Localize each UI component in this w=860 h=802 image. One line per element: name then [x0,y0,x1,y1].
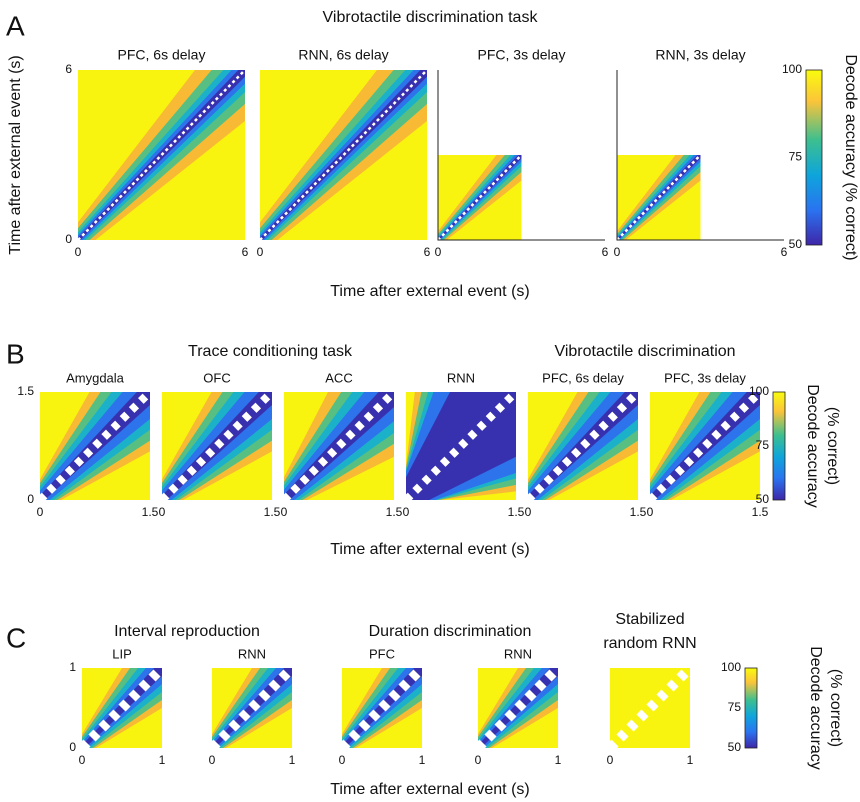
colorbar [805,69,823,246]
plot-title: RNN, 6s delay [298,47,388,63]
y-tick-label: 0 [69,740,76,754]
diagonal [403,389,519,503]
plot-title: LIP [112,646,132,661]
x-tick-label: 0 [75,245,82,259]
x-tick-label: 1.5 [386,505,403,519]
diagonal [77,69,246,241]
plot-title: PFC, 3s delay [664,370,746,385]
colorbar-label: Decode accuracy [807,646,824,770]
colorbar-tick-label: 50 [789,237,803,251]
plot-title: RNN, 3s delay [655,47,745,63]
colorbar-label: Decode accuracy (% correct) [842,54,859,260]
colorbar-label: (% correct) [827,669,844,747]
plot-title: PFC, 6s delay [118,47,206,63]
x-tick-label: 1 [555,753,562,767]
colorbar-tick-label: 50 [756,492,770,506]
axis [616,70,784,241]
plot-title: PFC, 6s delay [542,370,624,385]
panel-title: random RNN [603,635,696,652]
x-tick-label: 1.5 [264,505,281,519]
colorbar-tick-label: 75 [756,438,770,452]
x-tick-label: 6 [424,245,431,259]
diagonal [281,389,397,503]
colorbar [744,667,758,749]
panel-letter: B [6,338,25,369]
y-tick-label: 6 [65,62,72,76]
x-tick-label: 0 [339,753,346,767]
diagonal [616,154,702,241]
colorbar [772,391,786,501]
diagonal [525,389,641,503]
y-tick-label: 0 [65,232,72,246]
x-axis-label: Time after external event (s) [330,283,529,300]
diagonal [338,664,426,752]
x-tick-label: 1.5 [508,505,525,519]
diagonal [647,389,763,503]
x-tick-label: 0 [159,505,166,519]
x-tick-label: 1.5 [752,505,769,519]
x-tick-label: 1 [419,753,426,767]
x-tick-label: 0 [614,245,621,259]
colorbar-tick-label: 75 [789,150,803,164]
x-tick-label: 6 [242,245,249,259]
colorbar-tick-label: 100 [782,62,802,76]
diagonal [78,664,166,752]
diagonal [259,69,428,241]
x-tick-label: 0 [403,505,410,519]
y-axis-label: Time after external event (s) [7,55,24,254]
diagonal [37,389,153,503]
panel-letter: C [6,622,26,653]
x-tick-label: 0 [257,245,264,259]
plot-title: RNN [447,370,475,385]
x-tick-label: 1 [289,753,296,767]
x-tick-label: 1.5 [630,505,647,519]
diagonal [606,664,694,752]
plot-title: PFC [369,646,395,661]
diagonal [437,154,523,241]
panel-title: Trace conditioning task [188,343,353,360]
plot-title: ACC [325,370,352,385]
colorbar-tick-label: 100 [749,384,769,398]
x-tick-label: 0 [525,505,532,519]
x-axis-label: Time after external event (s) [330,781,529,798]
x-tick-label: 0 [475,753,482,767]
x-tick-label: 0 [607,753,614,767]
x-axis-label: Time after external event (s) [330,541,529,558]
x-tick-label: 0 [79,753,86,767]
axis [437,70,605,241]
panel-title: Vibrotactile discrimination [554,343,735,360]
panel-title: Stabilized [615,611,684,628]
panel-letter: A [6,10,25,41]
x-tick-label: 6 [602,245,609,259]
x-tick-label: 0 [281,505,288,519]
panel-title: Vibrotactile discrimination task [323,9,539,26]
x-tick-label: 1.5 [142,505,159,519]
x-tick-label: 6 [781,245,788,259]
panel-title: Interval reproduction [114,623,260,640]
y-tick-label: 1 [69,660,76,674]
x-tick-label: 0 [37,505,44,519]
colorbar-label: (% correct) [824,407,841,485]
diagonal [208,664,296,752]
plot-title: RNN [238,646,266,661]
y-tick-label: 0 [27,492,34,506]
panel-title: Duration discrimination [369,623,532,640]
plot-title: RNN [504,646,532,661]
plot-title: OFC [203,370,230,385]
x-tick-label: 1 [159,753,166,767]
x-tick-label: 1 [687,753,694,767]
plot-title: PFC, 3s delay [478,47,566,63]
x-tick-label: 0 [647,505,654,519]
diagonal [159,389,275,503]
diagonal [474,664,562,752]
colorbar-tick-label: 100 [721,660,741,674]
y-tick-label: 1.5 [17,384,34,398]
plot-title: Amygdala [66,370,125,385]
colorbar-label: Decode accuracy [804,384,821,508]
colorbar-tick-label: 75 [728,700,742,714]
x-tick-label: 0 [435,245,442,259]
x-tick-label: 0 [209,753,216,767]
colorbar-tick-label: 50 [728,740,742,754]
